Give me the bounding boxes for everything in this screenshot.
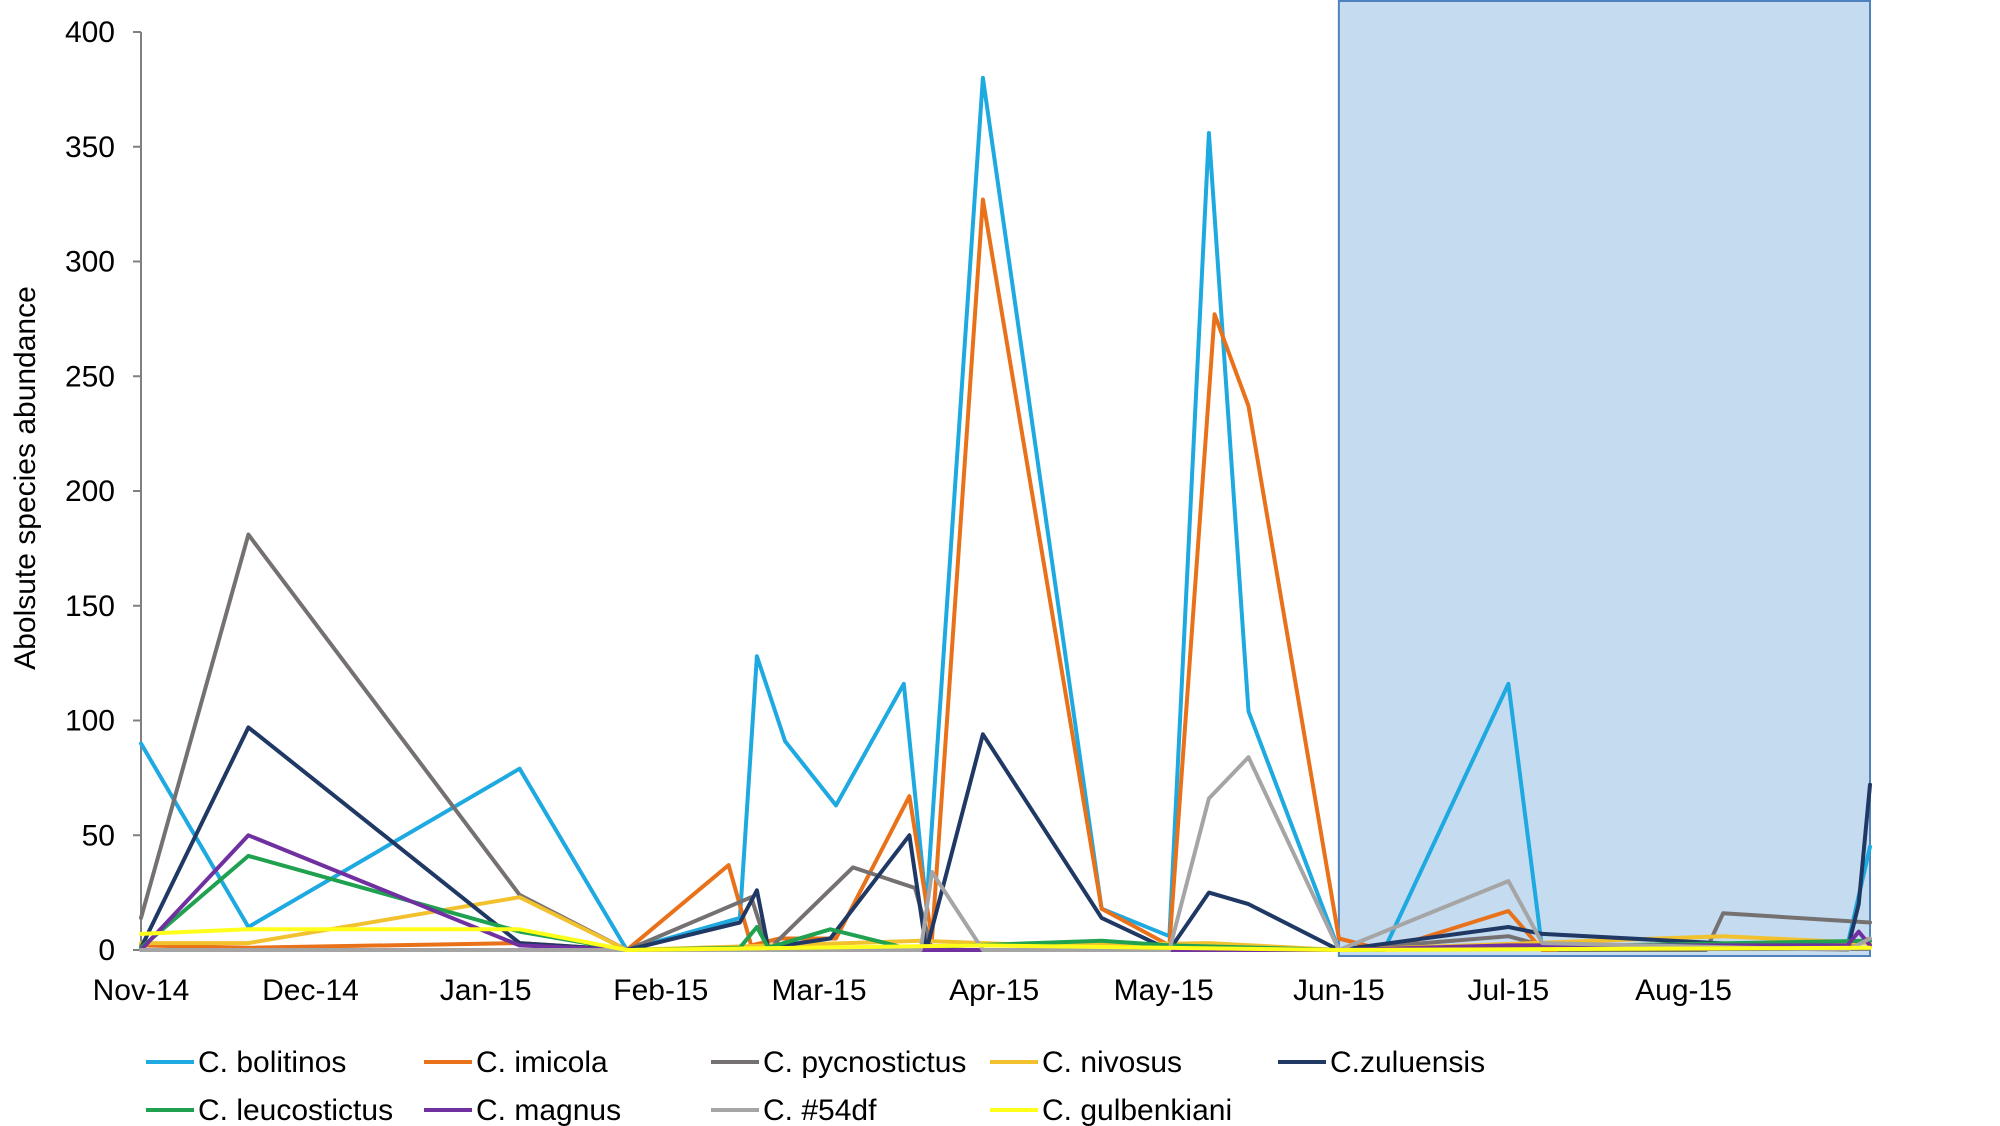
x-tick-label: Jun-15: [1293, 974, 1385, 1007]
x-tick-label: May-15: [1114, 974, 1214, 1007]
legend-label-c-leucostictus: C. leucostictus: [198, 1094, 393, 1126]
y-axis-title: Abolsute species abundance: [9, 286, 42, 670]
legend-label-c-54df: C. #54df: [763, 1094, 877, 1126]
legend: C. bolitinos C. imicola C. pycnostictus C. …: [146, 1046, 1485, 1126]
y-tick-label: 400: [65, 16, 115, 49]
y-tick-label: 150: [65, 590, 115, 623]
series-line-c-54df: [139, 755, 1872, 952]
x-tick-label: Mar-15: [772, 974, 867, 1007]
x-tick-labels: Nov-14 Dec-14 Jan-15 Feb-15 Mar-15 Apr-15 May-…: [93, 974, 1732, 1007]
y-tick-label: 0: [98, 934, 115, 967]
series-line-c-imicola: [139, 197, 1872, 952]
x-tick-label: Jul-15: [1468, 974, 1550, 1007]
x-tick-label: Feb-15: [613, 974, 708, 1007]
y-tick-label: 350: [65, 131, 115, 164]
series-line-c-gulbenkiani: [139, 927, 1872, 952]
highlight-region: [1337, 0, 1871, 957]
y-tick-label: 300: [65, 246, 115, 279]
legend-label-c-bolitinos: C. bolitinos: [198, 1046, 346, 1079]
y-tick-label: 100: [65, 705, 115, 738]
y-tick-label: 200: [65, 475, 115, 508]
legend-label-c-imicola: C. imicola: [476, 1046, 608, 1079]
y-tick-label: 250: [65, 360, 115, 393]
legend-label-c-gulbenkiani: C. gulbenkiani: [1042, 1094, 1232, 1126]
x-tick-label: Aug-15: [1635, 974, 1732, 1007]
series-line-c-zuluensis: [139, 725, 1872, 952]
y-tick-labels: 0 50 100 150 200 250 300 350 400: [65, 16, 115, 967]
series-lines: [139, 75, 1872, 952]
x-tick-label: Nov-14: [93, 974, 190, 1007]
y-tick-label: 50: [82, 819, 115, 852]
legend-label-c-zuluensis: C.zuluensis: [1330, 1046, 1485, 1079]
x-tick-label: Jan-15: [440, 974, 532, 1007]
x-tick-label: Apr-15: [949, 974, 1039, 1007]
legend-label-c-magnus: C. magnus: [476, 1094, 621, 1126]
legend-label-c-pycnostictus: C. pycnostictus: [763, 1046, 966, 1079]
x-tick-label: Dec-14: [262, 974, 359, 1007]
legend-label-c-nivosus: C. nivosus: [1042, 1046, 1182, 1079]
